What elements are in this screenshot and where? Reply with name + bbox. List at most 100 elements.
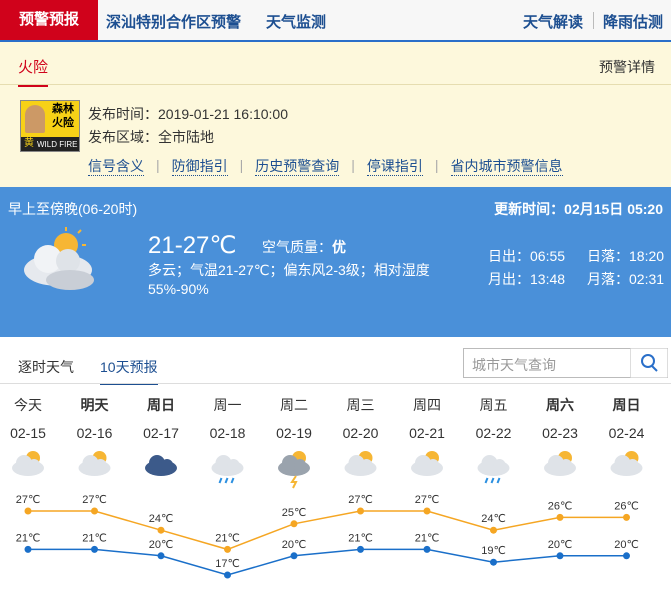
- temp-label: 20℃: [614, 539, 639, 551]
- sep: |: [239, 157, 244, 173]
- temp-label: 19℃: [481, 545, 506, 557]
- weather-icon: [344, 451, 377, 476]
- date: 02-22: [476, 425, 512, 441]
- temp-point: [290, 552, 298, 560]
- weather-icon: [211, 455, 244, 484]
- date: 02-18: [210, 425, 246, 441]
- rain: [224, 477, 229, 484]
- weather-icon: [278, 451, 310, 489]
- tab-active[interactable]: 10天预报: [100, 357, 158, 385]
- temp-label: 21℃: [82, 532, 107, 544]
- cloud: [548, 455, 564, 471]
- warning-icon: 森林 火险 黄 WILD FIRE: [20, 100, 80, 152]
- rain: [490, 477, 495, 484]
- forecast-chart: 今天 明天 周日 周一 周二 周三 周四 周五 周六 周日 02-15 02-16 02-17 02-18…: [10, 397, 645, 579]
- weekday: 今天: [14, 397, 42, 413]
- temp-label: 27℃: [348, 494, 373, 506]
- cloud: [16, 455, 32, 471]
- temp-point: [24, 545, 32, 553]
- nav-item[interactable]: 深汕特别合作区预警: [106, 14, 242, 31]
- weekday: 周日: [147, 397, 175, 413]
- label: 月落：: [587, 271, 629, 287]
- nav-item[interactable]: 天气监测: [266, 14, 327, 31]
- label: 更新时间：: [494, 201, 565, 217]
- weather-icon: [145, 455, 177, 476]
- icon-level: 黄: [24, 138, 34, 149]
- top-nav: 预警预报 深汕特别合作区预警 天气监测 天气解读 降雨估测: [0, 0, 671, 42]
- date: 02-20: [343, 425, 379, 441]
- temp-label: 27℃: [82, 494, 107, 506]
- warning-panel: 火险 预警详情 森林 火险 黄 WILD FIRE 发布时间：2019-01-2…: [0, 42, 671, 187]
- search-button[interactable]: [630, 348, 668, 378]
- cloud: [161, 459, 173, 471]
- weekday: 周四: [413, 397, 441, 413]
- cloud: [282, 455, 298, 471]
- weekday: 周三: [347, 397, 375, 413]
- icon-en: WILD FIRE: [37, 140, 78, 149]
- cloud: [227, 459, 240, 471]
- cloud: [560, 459, 572, 471]
- sep: |: [351, 157, 355, 173]
- value: 13:48: [530, 271, 566, 287]
- temp-label: 25℃: [282, 507, 307, 519]
- warning-details[interactable]: 预警详情: [599, 59, 655, 75]
- cloud: [427, 459, 439, 471]
- label: 发布区域：: [88, 129, 158, 145]
- link[interactable]: 信号含义: [88, 158, 144, 176]
- weekday: 周一: [214, 397, 242, 413]
- temp-label: 27℃: [415, 494, 440, 506]
- value: 02月15日 05:20: [564, 201, 663, 217]
- temp-point: [623, 552, 630, 560]
- temp-label: 21℃: [415, 532, 440, 544]
- temp-label: 20℃: [149, 539, 174, 551]
- description: 多云；气温21-27℃；偏东风2-3级；相对湿度55%-90%: [148, 262, 430, 297]
- temp-point: [24, 507, 32, 515]
- divider: [0, 84, 671, 85]
- temp-label: 20℃: [282, 539, 307, 551]
- link[interactable]: 防御指引: [171, 158, 228, 176]
- temp-point: [556, 513, 564, 521]
- temp-label: 17℃: [215, 558, 240, 570]
- cloud: [348, 455, 365, 471]
- temp-point: [490, 558, 497, 566]
- cloud: [415, 455, 431, 471]
- bolt: [290, 475, 298, 489]
- weather-icon: [12, 451, 44, 476]
- link[interactable]: 历史预警查询: [255, 158, 340, 176]
- cloud: [82, 455, 99, 471]
- search-box[interactable]: 城市天气查询: [463, 348, 631, 378]
- date: 02-15: [10, 425, 46, 441]
- date: 02-16: [77, 425, 113, 441]
- cloud: [481, 455, 498, 471]
- temp-line: [28, 548, 627, 576]
- value: 02:31: [629, 271, 665, 287]
- cloud: [294, 459, 306, 471]
- weather-icon: [411, 451, 443, 476]
- weather-icon: [78, 451, 111, 476]
- time: 2019-01-21 16:10:00: [158, 106, 288, 122]
- tab[interactable]: 逐时天气: [18, 359, 74, 375]
- sunrise: 日出：06:55: [488, 246, 565, 266]
- cloud: [215, 455, 232, 471]
- date: 02-17: [143, 425, 179, 441]
- area-row: 发布区域：全市陆地: [88, 127, 214, 147]
- weekday: 周五: [480, 397, 508, 413]
- nav-item[interactable]: 降雨估测: [603, 14, 664, 31]
- nav-item[interactable]: 天气解读: [523, 14, 584, 31]
- link[interactable]: 省内城市预警信息: [450, 158, 563, 176]
- divider: [0, 383, 671, 384]
- temp-point: [91, 545, 98, 553]
- sep: |: [434, 157, 439, 173]
- rain: [230, 477, 235, 484]
- temp-point: [224, 545, 231, 553]
- aqi: 空气质量：优: [262, 237, 346, 257]
- label: 发布时间：: [88, 106, 158, 122]
- link[interactable]: 停课指引: [366, 158, 423, 176]
- warning-tab[interactable]: 火险: [18, 56, 49, 87]
- sep: |: [156, 157, 160, 173]
- temp-label: 21℃: [348, 532, 373, 544]
- nav-active[interactable]: 预警预报: [0, 0, 98, 40]
- temp-label: 26℃: [548, 500, 573, 512]
- temp-point: [556, 552, 564, 560]
